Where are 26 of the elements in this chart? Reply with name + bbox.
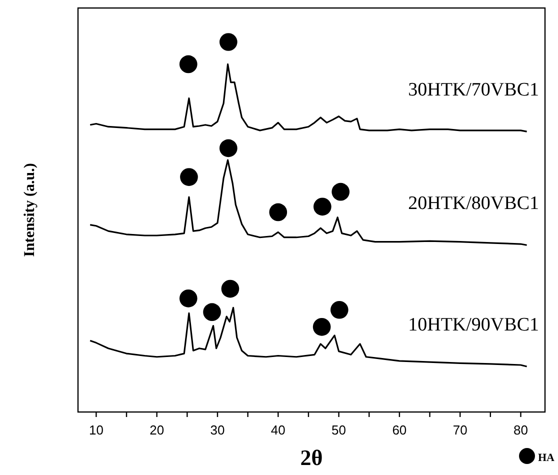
x-tick-label: 20 [150,422,164,438]
x-tick-label: 40 [270,422,286,438]
x-tick-label: 10 [88,422,104,438]
point [179,55,198,74]
legend-label: HA [538,452,555,464]
x-tick-label: 30 [210,422,225,438]
series-label: 30HTK/70VBC1 [408,80,539,101]
point [330,300,348,319]
x-tick-label: 60 [392,422,407,438]
x-axis-title: 2θ [300,445,323,470]
point [219,33,238,51]
point [180,168,198,186]
point [219,139,238,158]
point [179,290,198,308]
point [203,303,221,322]
point [221,280,240,298]
point [269,203,288,222]
x-tick-label: 50 [332,422,346,438]
series-label: 10HTK/90VBC1 [408,314,539,336]
x-tick-label: 80 [514,422,528,438]
x-tick-label: 70 [452,422,468,438]
point [312,318,331,336]
point [332,182,350,201]
series-label: 20HTK/80VBC1 [408,193,539,214]
y-axis-title: Intensity (a.u.) [22,163,38,257]
point [313,198,332,216]
